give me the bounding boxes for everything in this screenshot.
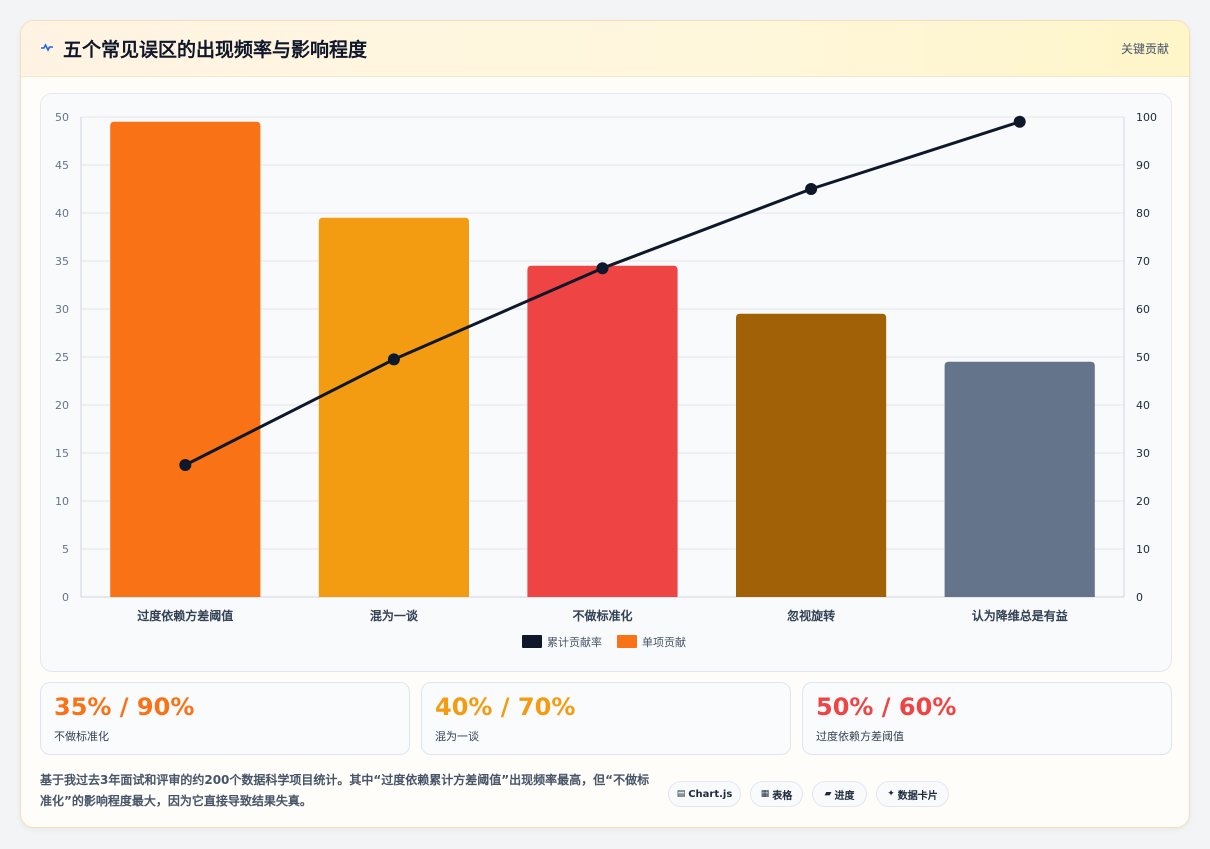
x-tick-label: 不做标准化 [572, 608, 632, 623]
y-right-tick-label: 0 [1136, 591, 1143, 604]
x-tick-label: 过度依赖方差阈值 [137, 608, 233, 623]
stat-value: 50% / 60% [816, 693, 957, 721]
stat-cards: 35% / 90% 不做标准化 40% / 70% 混为一谈 50% / 60%… [40, 682, 1172, 755]
chip-chartjs[interactable]: ▤ Chart.js [668, 781, 741, 807]
y-right-tick-label: 80 [1136, 207, 1150, 220]
y-left-tick-label: 25 [55, 351, 69, 364]
y-right-tick-label: 50 [1136, 351, 1150, 364]
stat-card: 50% / 60% 过度依赖方差阈值 [802, 682, 1172, 755]
line-point [387, 353, 400, 366]
y-right-tick-label: 20 [1136, 495, 1150, 508]
line-point [179, 459, 192, 471]
y-right-tick-label: 70 [1136, 255, 1150, 268]
line-point [596, 262, 609, 275]
y-left-tick-label: 15 [55, 447, 69, 460]
bar [110, 121, 261, 598]
legend-label: 累计贡献率 [547, 635, 602, 649]
chip-label: Chart.js [688, 788, 733, 800]
chip-label: 表格 [772, 790, 793, 802]
card-header: 五个常见误区的出现频率与影响程度 关键贡献 [21, 21, 1189, 77]
progress-icon: ▰ [824, 789, 832, 799]
stat-label: 过度依赖方差阈值 [816, 730, 904, 743]
y-right-tick-label: 10 [1136, 543, 1150, 556]
y-right-tick-label: 100 [1136, 111, 1157, 124]
bar [318, 217, 469, 598]
x-tick-label: 混为一谈 [370, 608, 419, 623]
x-tick-label: 认为降维总是有益 [972, 608, 1068, 623]
y-left-tick-label: 50 [55, 111, 69, 124]
stat-card: 35% / 90% 不做标准化 [40, 682, 410, 755]
legend-swatch [617, 635, 637, 648]
stat-value: 35% / 90% [54, 693, 195, 721]
stat-card: 40% / 70% 混为一谈 [421, 682, 791, 755]
chip-progress[interactable]: ▰ 进度 [812, 781, 867, 807]
bar [736, 313, 887, 597]
chart-icon: ▤ [676, 789, 686, 799]
y-right-tick-label: 60 [1136, 303, 1150, 316]
y-right-tick-label: 90 [1136, 159, 1150, 172]
sparkle-icon: ✦ [887, 789, 895, 799]
table-icon: ▦ [760, 789, 770, 799]
chart-card: 五个常见误区的出现频率与影响程度 关键贡献 0 5 10 15 20 25 30 35 40 45… [20, 20, 1190, 828]
y-left-tick-label: 40 [55, 207, 69, 220]
activity-icon [41, 43, 53, 52]
x-tick-label: 忽视旋转 [787, 608, 835, 623]
y-right-tick-label: 40 [1136, 399, 1150, 412]
y-left-tick-label: 45 [55, 159, 69, 172]
y-left-tick-label: 0 [62, 591, 69, 604]
stat-label: 不做标准化 [54, 730, 109, 743]
footer-note: 基于我过去3年面试和评审的约200个数据科学项目统计。其中“过度依赖累计方差阈值… [40, 773, 650, 808]
y-left-tick-label: 20 [55, 399, 69, 412]
y-left-tick-label: 30 [55, 303, 69, 316]
chip-data-card[interactable]: ✦ 数据卡片 [876, 781, 949, 807]
chart-container: 0 5 10 15 20 25 30 35 40 45 50 0 10 20 30 40 50 60 70 80 90 1… [40, 93, 1172, 672]
legend-label: 单项贡献 [642, 635, 686, 649]
line-point [805, 183, 818, 195]
header-right-label: 关键贡献 [1120, 42, 1169, 56]
y-left-tick-label: 5 [62, 543, 69, 556]
bar [527, 265, 678, 597]
chip-label: 进度 [834, 790, 855, 802]
legend-swatch [522, 635, 542, 648]
page-title: 五个常见误区的出现频率与影响程度 [63, 39, 368, 61]
y-left-tick-label: 10 [55, 495, 69, 508]
pareto-chart: 0 5 10 15 20 25 30 35 40 45 50 0 10 20 30 40 50 60 70 80 90 1… [55, 111, 1157, 649]
y-right-tick-label: 30 [1136, 447, 1150, 460]
y-left-tick-label: 35 [55, 255, 69, 268]
stat-value: 40% / 70% [435, 693, 576, 721]
stat-label: 混为一谈 [435, 730, 479, 743]
bar [944, 361, 1095, 597]
chip-label: 数据卡片 [897, 790, 938, 802]
line-point [1013, 115, 1026, 128]
chip-table[interactable]: ▦ 表格 [750, 781, 803, 807]
